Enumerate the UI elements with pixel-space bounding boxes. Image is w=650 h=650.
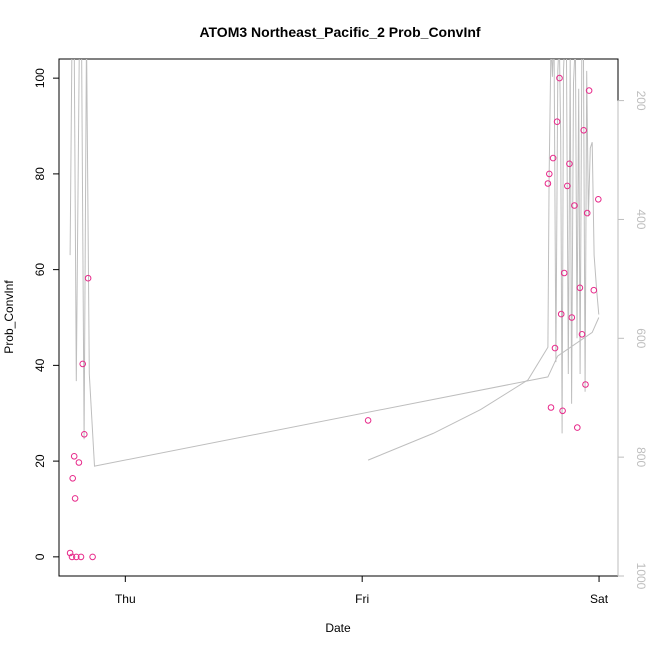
data-point-18 <box>551 344 559 352</box>
connector-lines <box>69 59 600 467</box>
data-point-29 <box>576 284 584 292</box>
data-point-4 <box>70 453 78 460</box>
data-point-3 <box>69 475 76 482</box>
line-series-2 <box>367 59 600 461</box>
line-series-1 <box>69 59 600 467</box>
data-point-15 <box>546 170 553 178</box>
data-point-25 <box>566 160 573 168</box>
data-points <box>66 74 602 561</box>
data-point-36 <box>595 196 602 203</box>
data-point-11 <box>84 274 92 282</box>
y-tick-label-4: 60 <box>33 263 47 277</box>
data-point-20 <box>556 74 563 82</box>
data-point-19 <box>553 118 561 125</box>
y-tick-label-6: 100 <box>33 68 47 88</box>
x-tick-label-1: Thu <box>115 592 136 606</box>
data-point-7 <box>75 459 83 466</box>
data-point-31 <box>580 127 588 134</box>
y2-tick-label-2: 400 <box>634 209 648 229</box>
data-point-13 <box>364 417 372 424</box>
data-point-24 <box>564 182 571 190</box>
y-axis-label: Prob_ConvInf <box>2 280 16 354</box>
plot-area <box>58 58 619 577</box>
data-point-1 <box>66 549 74 557</box>
y-tick-label-2: 20 <box>33 454 47 468</box>
data-point-6 <box>73 553 80 561</box>
data-point-22 <box>559 407 566 415</box>
x-tick-label-2: Fri <box>355 592 369 606</box>
data-point-8 <box>77 553 85 561</box>
data-point-9 <box>79 360 86 368</box>
data-point-32 <box>582 381 589 388</box>
data-point-5 <box>71 495 79 502</box>
data-point-2 <box>68 553 76 561</box>
x-tick-label-3: Sat <box>590 592 609 606</box>
data-point-27 <box>571 202 578 209</box>
data-point-10 <box>81 431 88 438</box>
y2-tick-label-3: 600 <box>634 328 648 348</box>
data-point-35 <box>590 286 598 294</box>
secondary-y-axis: 200 400 600 800 1000 <box>617 91 648 590</box>
chart-title: ATOM3 Northeast_Pacific_2 Prob_ConvInf <box>199 24 480 40</box>
data-point-33 <box>583 209 591 217</box>
data-point-30 <box>578 331 586 338</box>
data-point-23 <box>560 269 568 277</box>
y2-tick-label-4: 800 <box>634 447 648 467</box>
y-axis: 0 20 40 60 80 100 <box>33 68 60 560</box>
data-point-14 <box>544 180 552 187</box>
y2-tick-label-5: 1000 <box>634 563 648 590</box>
data-point-28 <box>574 424 581 431</box>
x-axis-label: Date <box>325 621 351 635</box>
x-axis: Thu Fri Sat <box>115 575 609 606</box>
y2-tick-label-1: 200 <box>634 91 648 111</box>
y-tick-label-1: 0 <box>33 553 47 560</box>
data-point-26 <box>568 314 576 321</box>
y-tick-label-3: 40 <box>33 358 47 372</box>
data-point-34 <box>585 87 593 94</box>
data-point-16 <box>547 404 555 411</box>
y-tick-label-5: 80 <box>33 167 47 181</box>
data-point-12 <box>89 553 96 561</box>
data-point-17 <box>549 154 557 162</box>
data-point-21 <box>557 310 565 318</box>
